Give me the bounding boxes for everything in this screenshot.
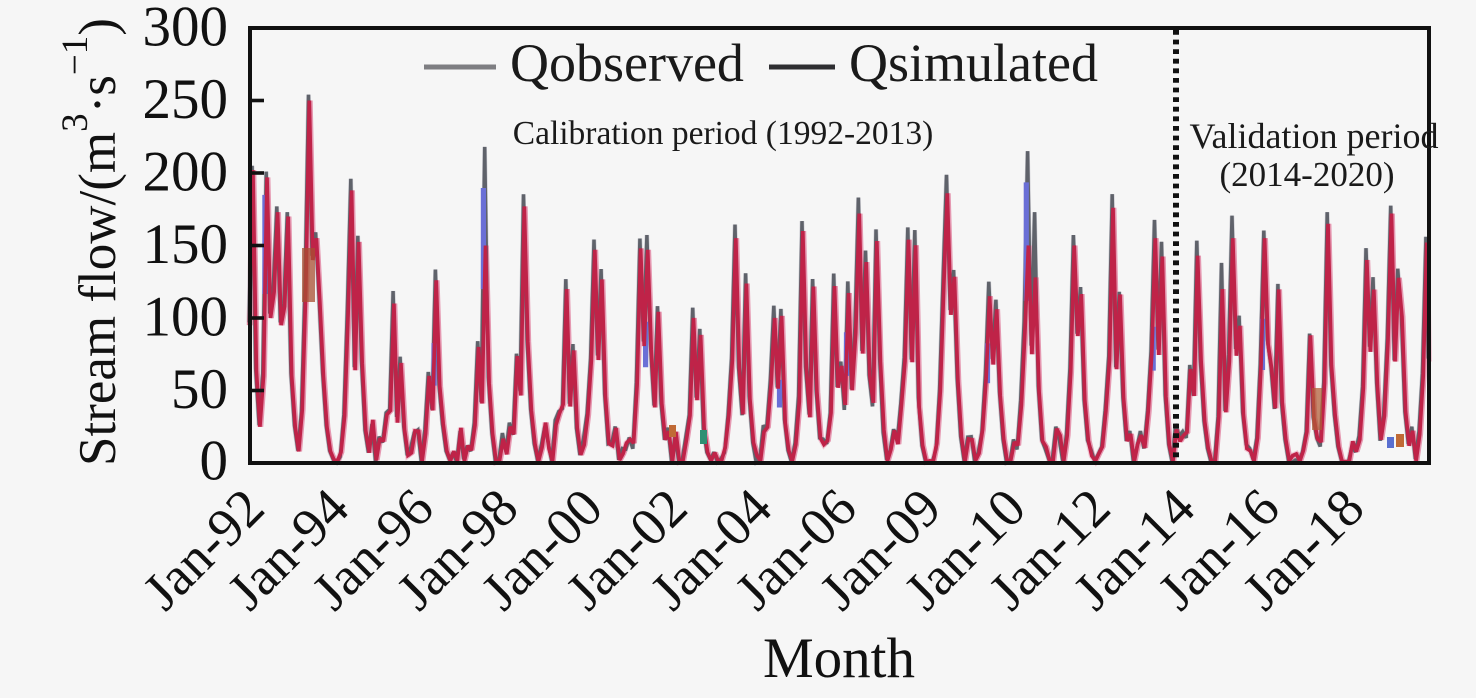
svg-text:Qsimulated: Qsimulated	[849, 33, 1098, 93]
svg-text:200: 200	[143, 141, 229, 204]
svg-text:Month: Month	[763, 627, 915, 690]
svg-text:Calibration period (1992-2013): Calibration period (1992-2013)	[513, 115, 934, 152]
svg-text:100: 100	[143, 286, 229, 349]
svg-text:(2014-2020): (2014-2020)	[1220, 155, 1395, 194]
svg-text:Qobserved: Qobserved	[510, 33, 744, 93]
svg-text:50: 50	[171, 358, 228, 421]
svg-text:Validation period: Validation period	[1190, 116, 1439, 156]
svg-text:300: 300	[143, 0, 229, 59]
svg-text:150: 150	[143, 213, 229, 276]
svg-text:0: 0	[200, 430, 229, 493]
svg-text:250: 250	[143, 68, 229, 131]
